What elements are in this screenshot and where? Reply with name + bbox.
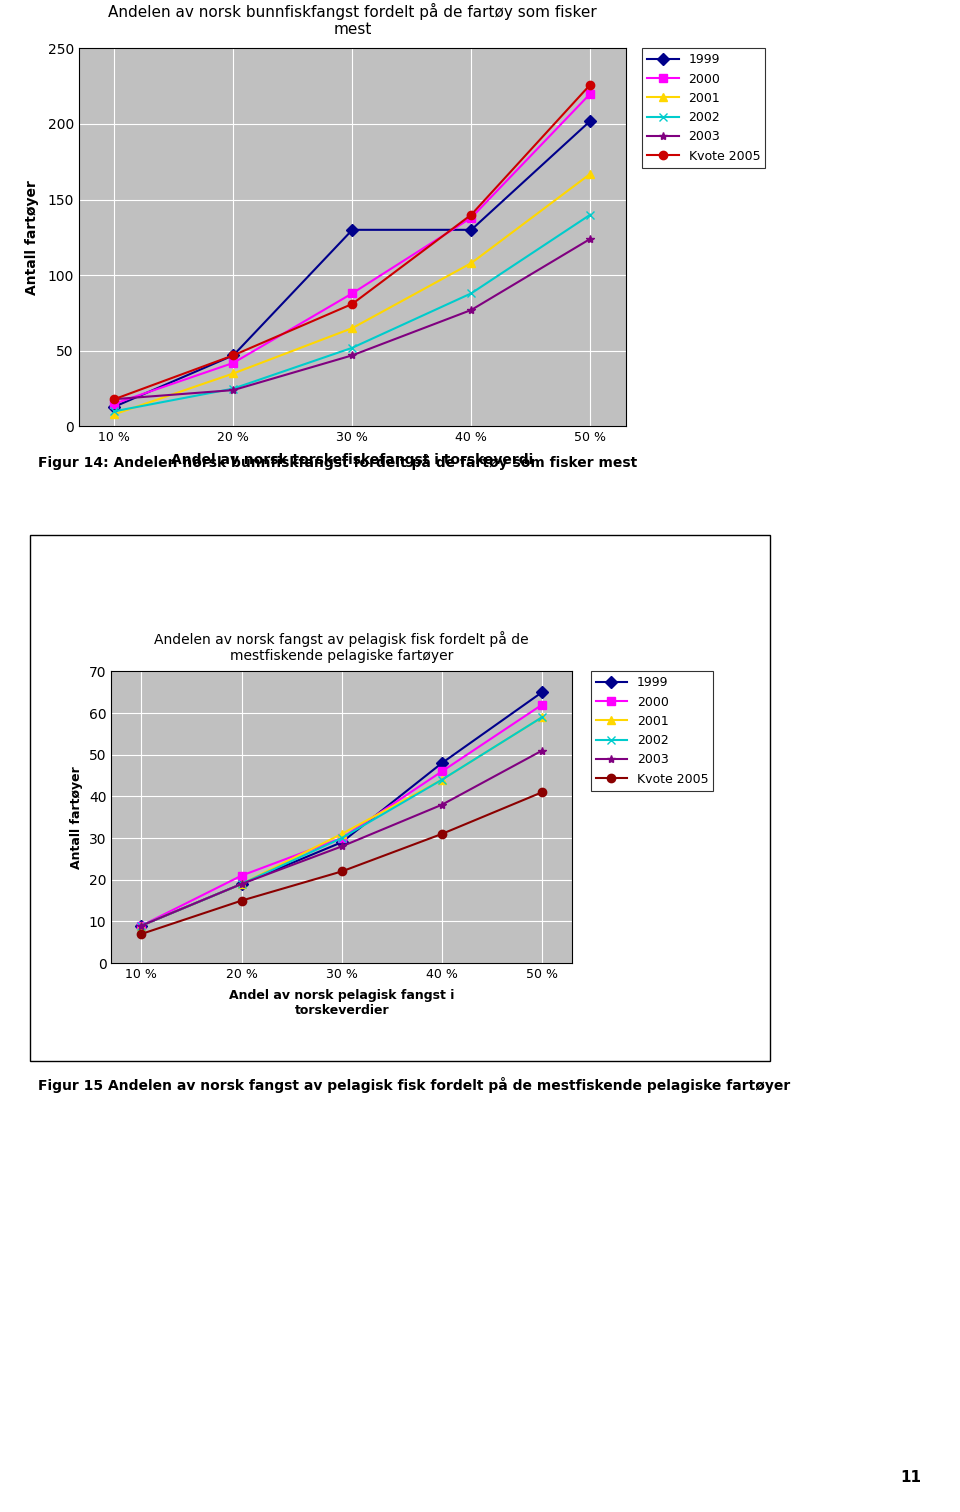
2000 xyxy=(228,354,239,372)
Legend: 1999, 2000, 2001, 2002, 2003, Kvote 2005: 1999, 2000, 2001, 2002, 2003, Kvote 2005 xyxy=(642,48,765,168)
1999 xyxy=(236,875,248,894)
1999 xyxy=(537,683,548,702)
2000 xyxy=(336,829,348,847)
Title: Andelen av norsk fangst av pelagisk fisk fordelt på de
mestfiskende pelagiske fa: Andelen av norsk fangst av pelagisk fisk… xyxy=(155,631,529,664)
Title: Andelen av norsk bunnfiskfangst fordelt på de fartøy som fisker
mest: Andelen av norsk bunnfiskfangst fordelt … xyxy=(108,3,597,38)
2002 xyxy=(228,380,239,398)
2002 xyxy=(135,916,147,934)
2002 xyxy=(436,771,447,789)
2002 xyxy=(236,875,248,894)
Line: 2002: 2002 xyxy=(137,714,546,930)
1999 xyxy=(466,221,477,239)
Line: Kvote 2005: Kvote 2005 xyxy=(110,80,594,404)
Line: 1999: 1999 xyxy=(137,688,546,930)
2000 xyxy=(585,85,596,103)
2003 xyxy=(466,301,477,319)
2002 xyxy=(537,708,548,726)
X-axis label: Andel av norsk torskefiskefangst i torskeverdi: Andel av norsk torskefiskefangst i torsk… xyxy=(171,452,534,467)
2001 xyxy=(347,319,358,337)
2001 xyxy=(466,254,477,272)
Text: Figur 15 Andelen av norsk fangst av pelagisk fisk fordelt på de mestfiskende pel: Figur 15 Andelen av norsk fangst av pela… xyxy=(38,1077,791,1093)
Text: 11: 11 xyxy=(900,1470,922,1485)
Kvote 2005 xyxy=(436,826,447,844)
Line: Kvote 2005: Kvote 2005 xyxy=(137,788,546,937)
2000 xyxy=(347,284,358,302)
2000 xyxy=(436,762,447,780)
2000 xyxy=(537,696,548,714)
Line: 2001: 2001 xyxy=(110,169,594,419)
Kvote 2005 xyxy=(236,892,248,910)
2003 xyxy=(228,381,239,399)
2000 xyxy=(236,866,248,885)
2001 xyxy=(108,405,120,423)
2002 xyxy=(108,402,120,420)
Line: 2003: 2003 xyxy=(137,747,546,930)
2003 xyxy=(436,795,447,813)
1999 xyxy=(436,754,447,773)
Y-axis label: Antall fartøyer: Antall fartøyer xyxy=(70,767,84,868)
2002 xyxy=(466,284,477,302)
1999 xyxy=(135,916,147,934)
2001 xyxy=(228,364,239,383)
Kvote 2005 xyxy=(228,346,239,364)
2003 xyxy=(236,875,248,894)
2001 xyxy=(236,875,248,894)
2003 xyxy=(585,230,596,248)
Line: 1999: 1999 xyxy=(110,116,594,411)
1999 xyxy=(228,346,239,364)
Kvote 2005 xyxy=(108,390,120,408)
Line: 2000: 2000 xyxy=(137,700,546,930)
Line: 2001: 2001 xyxy=(137,714,546,930)
Line: 2002: 2002 xyxy=(110,210,594,416)
Line: 2000: 2000 xyxy=(110,89,594,408)
Line: 2003: 2003 xyxy=(110,234,594,404)
X-axis label: Andel av norsk pelagisk fangst i
torskeverdier: Andel av norsk pelagisk fangst i torskev… xyxy=(229,989,454,1018)
2001 xyxy=(537,708,548,726)
Kvote 2005 xyxy=(585,76,596,94)
Y-axis label: Antall fartøyer: Antall fartøyer xyxy=(25,180,39,295)
1999 xyxy=(108,398,120,416)
1999 xyxy=(347,221,358,239)
2003 xyxy=(108,390,120,408)
2003 xyxy=(135,916,147,934)
Kvote 2005 xyxy=(347,295,358,313)
Kvote 2005 xyxy=(466,206,477,224)
2002 xyxy=(336,829,348,847)
2002 xyxy=(347,339,358,357)
Legend: 1999, 2000, 2001, 2002, 2003, Kvote 2005: 1999, 2000, 2001, 2002, 2003, Kvote 2005 xyxy=(590,671,713,791)
2003 xyxy=(336,838,348,856)
2001 xyxy=(436,771,447,789)
1999 xyxy=(585,112,596,130)
Kvote 2005 xyxy=(537,783,548,801)
Kvote 2005 xyxy=(135,925,147,943)
2000 xyxy=(466,209,477,227)
2003 xyxy=(537,741,548,759)
2001 xyxy=(585,165,596,183)
1999 xyxy=(336,833,348,851)
2002 xyxy=(585,206,596,224)
2003 xyxy=(347,346,358,364)
2001 xyxy=(336,826,348,844)
2001 xyxy=(135,916,147,934)
Text: Figur 14: Andelen norsk bunnfiskfangst fordelt på de fartøy som fisker mest: Figur 14: Andelen norsk bunnfiskfangst f… xyxy=(38,454,637,470)
2000 xyxy=(135,916,147,934)
Kvote 2005 xyxy=(336,862,348,880)
2000 xyxy=(108,395,120,413)
